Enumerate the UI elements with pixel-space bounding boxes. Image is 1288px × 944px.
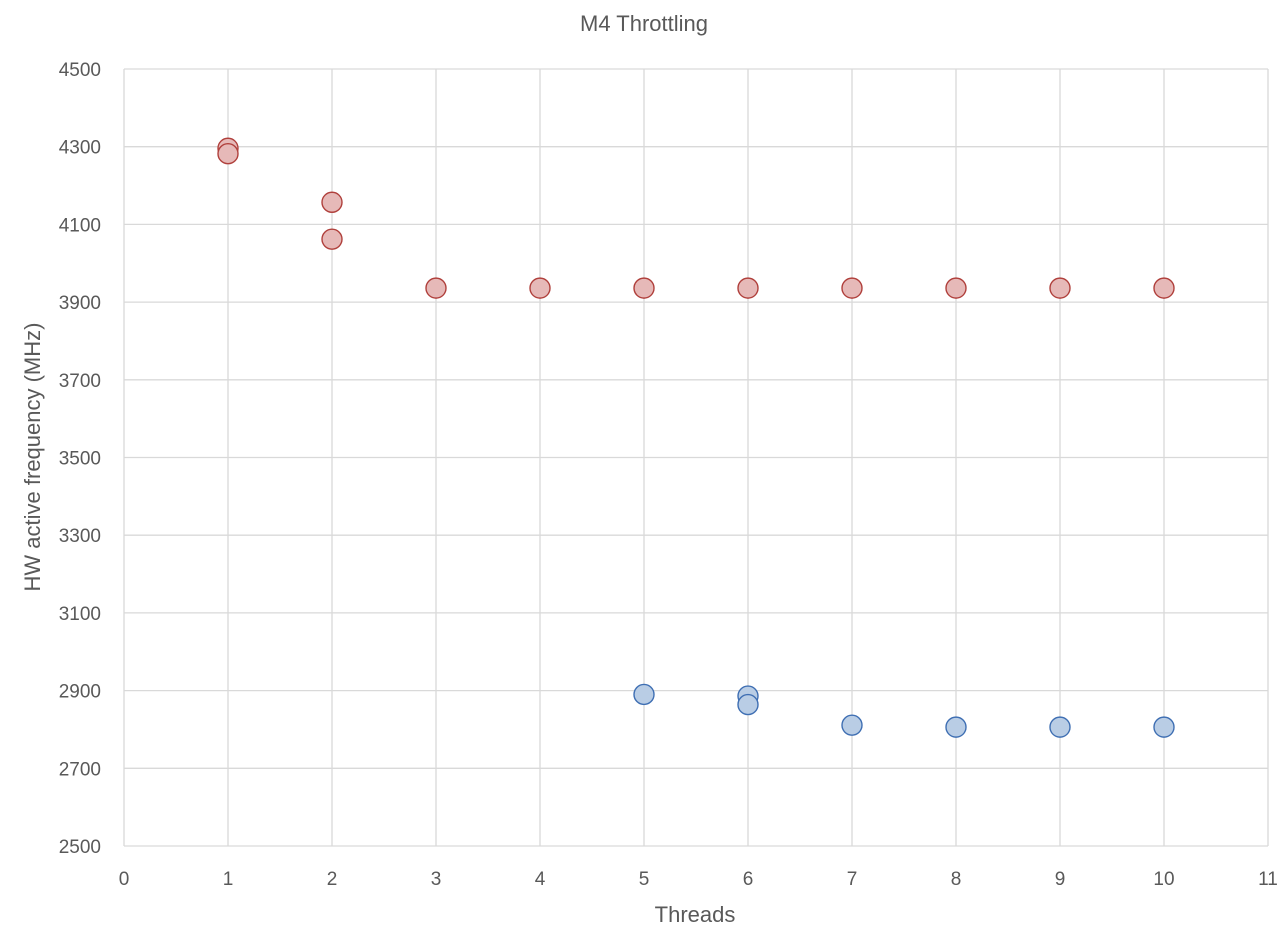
chart-title: M4 Throttling [580,11,708,36]
x-tick-label: 3 [431,869,442,890]
data-point-series-2 [945,716,967,738]
y-tick-label: 4100 [59,215,101,236]
data-point-series-1 [1153,277,1175,299]
data-point-series-2 [841,714,863,736]
data-point-series-1 [945,277,967,299]
tick-labels: 2500270029003100330035003700390041004300… [59,60,1278,890]
data-point-series-1 [1049,277,1071,299]
y-tick-label: 4500 [59,60,101,81]
x-tick-label: 4 [535,869,546,890]
y-tick-label: 3300 [59,526,101,547]
data-point-series-2 [1153,716,1175,738]
y-tick-label: 3700 [59,371,101,392]
x-tick-label: 1 [223,869,234,890]
data-point-series-1 [529,277,551,299]
y-tick-label: 2700 [59,759,101,780]
x-tick-label: 11 [1258,869,1278,890]
data-point-series-2 [1049,716,1071,738]
data-point-series-2 [737,693,759,716]
y-tick-label: 3100 [59,604,101,625]
x-tick-label: 10 [1153,869,1174,890]
data-point-series-1 [321,228,343,250]
y-tick-label: 3500 [59,449,101,470]
data-point-series-1 [737,277,759,299]
data-point-series-2 [633,683,655,706]
x-tick-label: 6 [743,869,754,890]
y-tick-label: 2500 [59,837,101,858]
x-tick-label: 2 [327,869,338,890]
data-point-series-1 [425,277,447,299]
x-tick-label: 0 [119,869,130,890]
data-point-series-1 [321,191,343,213]
data-point-series-1 [841,277,863,299]
x-tick-label: 7 [847,869,858,890]
data-point-series-1 [633,277,655,299]
x-tick-label: 5 [639,869,650,890]
x-tick-label: 8 [951,869,962,890]
y-tick-label: 2900 [59,682,101,703]
y-axis-title: HW active frequency (MHz) [20,323,45,592]
x-tick-label: 9 [1055,869,1066,890]
x-axis-title: Threads [655,902,736,927]
y-tick-label: 3900 [59,293,101,314]
gridlines [123,68,1269,847]
data-points [217,137,1175,738]
y-tick-label: 4300 [59,138,101,159]
data-point-series-1 [217,142,239,165]
